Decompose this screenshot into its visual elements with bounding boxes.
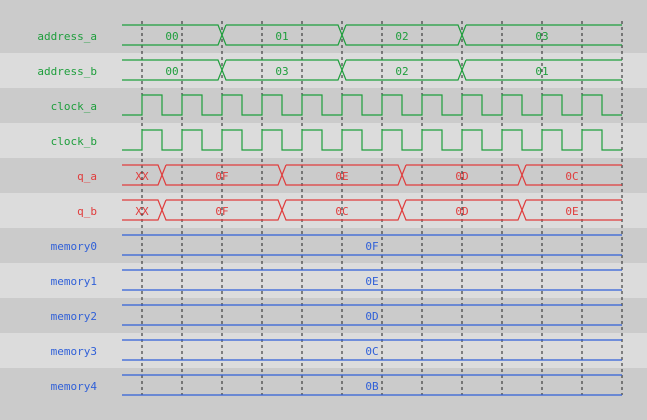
signal-value: 02 (395, 65, 408, 78)
signal-label: memory2 (51, 310, 97, 323)
signal-waves: address_a 00 01 02 03 address_b 00 03 02 01 clock_… (37, 24, 622, 396)
signal-value: 0C (335, 205, 348, 218)
signal-value: 01 (275, 30, 288, 43)
signal-value: 03 (275, 65, 288, 78)
memory2-segment (122, 304, 622, 326)
signal-label: address_a (37, 30, 97, 43)
signal-label: clock_b (51, 135, 97, 148)
signal-value: 01 (535, 65, 548, 78)
address_a-segment (341, 24, 463, 46)
signal-label: memory4 (51, 380, 98, 393)
signal-value: 02 (395, 30, 408, 43)
signal-row-q_a (0, 158, 647, 193)
q_a-segment (161, 164, 283, 186)
signal-row-address_b (0, 53, 647, 88)
signal-row-clock_b (0, 123, 647, 158)
signal-value: XX (135, 205, 149, 218)
signal-value: 0D (365, 310, 378, 323)
signal-label: q_b (77, 205, 97, 218)
signal-value: 0F (365, 240, 378, 253)
q_b-segment (161, 199, 283, 221)
signal-label: memory1 (51, 275, 97, 288)
signal-value: 00 (165, 65, 178, 78)
q_b-segment (401, 199, 523, 221)
signal-row-clock_a (0, 88, 647, 123)
signal-row-memory4 (0, 368, 647, 403)
signal-value: 0E (335, 170, 348, 183)
q_b-segment (521, 199, 622, 221)
signal-row-memory2 (0, 298, 647, 333)
signal-value: 0F (215, 170, 228, 183)
signal-label: address_b (37, 65, 97, 78)
memory3-segment (122, 339, 622, 361)
address_a-segment (221, 24, 343, 46)
signal-row-memory1 (0, 263, 647, 298)
signal-label: q_a (77, 170, 97, 183)
signal-value: 0D (455, 170, 468, 183)
signal-row-q_b (0, 193, 647, 228)
clock_a-wave (122, 94, 622, 116)
q_a-segment (521, 164, 622, 186)
address_b-segment (341, 59, 463, 81)
signal-value: 0E (565, 205, 578, 218)
row-backgrounds (0, 18, 647, 403)
signal-label: memory3 (51, 345, 97, 358)
signal-value: 0B (365, 380, 379, 393)
signal-value: 0C (365, 345, 378, 358)
address_a-segment (461, 24, 622, 46)
address_b-segment (461, 59, 622, 81)
signal-row-memory3 (0, 333, 647, 368)
address_b-segment (221, 59, 343, 81)
clock_b-wave (122, 129, 622, 151)
memory0-segment (122, 234, 622, 256)
signal-value: 0D (455, 205, 468, 218)
signal-value: 0F (215, 205, 228, 218)
memory1-segment (122, 269, 622, 291)
signal-label: clock_a (51, 100, 97, 113)
signal-value: 0E (365, 275, 378, 288)
memory4-segment (122, 374, 622, 396)
signal-row-memory0 (0, 228, 647, 263)
q_a-segment (401, 164, 523, 186)
signal-value: 00 (165, 30, 178, 43)
signal-value: 0C (565, 170, 578, 183)
grid-lines (141, 21, 623, 395)
q_b-segment (281, 199, 403, 221)
signal-label: memory0 (51, 240, 97, 253)
signal-row-address_a (0, 18, 647, 53)
q_a-segment (281, 164, 403, 186)
signal-value: 03 (535, 30, 548, 43)
signal-value: XX (135, 170, 149, 183)
